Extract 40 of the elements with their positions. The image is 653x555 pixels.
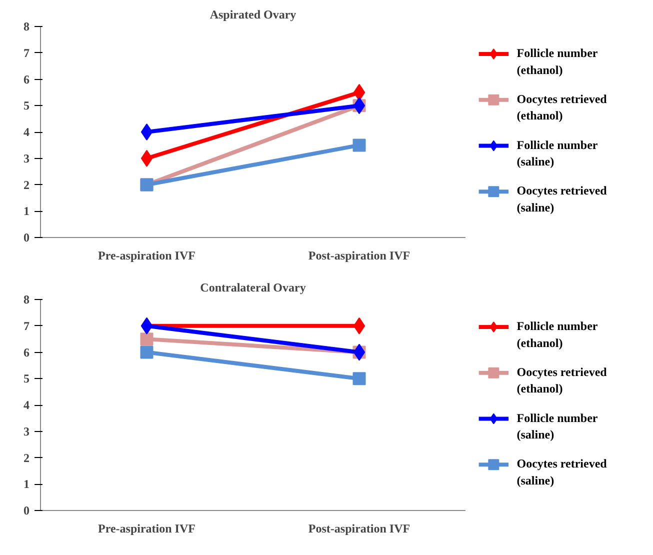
y-tick-label: 2 [24, 178, 30, 192]
point [352, 138, 366, 152]
y-tick-label: 2 [24, 450, 30, 465]
y-tick-label: 1 [24, 204, 30, 218]
legend-label: Follicle number (ethanol) [516, 319, 598, 350]
y-tick-label: 3 [24, 151, 30, 166]
y-tick-label: 6 [24, 72, 30, 86]
legend-label: Oocytes retrieved (ethanol) [516, 92, 608, 123]
chart-title: Aspirated Ovary [210, 8, 296, 22]
legend-label: Follicle number (ethanol) [516, 46, 598, 77]
legend-label: Oocytes retrieved (saline) [516, 456, 608, 488]
legend-label: Oocytes retrieved (ethanol) [516, 364, 608, 396]
legend-label: Oocytes retrieved (saline) [516, 184, 608, 214]
chart-title: Contralateral Ovary [200, 280, 306, 294]
y-tick-label: 0 [24, 504, 30, 518]
y-tick-label: 5 [24, 372, 30, 386]
x-tick-label: Pre-aspiration IVF [98, 248, 196, 262]
point [140, 346, 154, 359]
point [353, 317, 366, 334]
y-tick-label: 3 [24, 424, 30, 438]
point [353, 84, 366, 101]
y-tick-label: 8 [24, 20, 30, 34]
y-tick-label: 6 [24, 345, 30, 360]
point [140, 332, 154, 346]
x-tick-label: Post-aspiration IVF [308, 248, 410, 262]
y-tick-label: 4 [24, 125, 30, 139]
x-tick-label: Pre-aspiration IVF [98, 522, 196, 536]
y-tick-label: 4 [24, 398, 30, 412]
x-tick-label: Post-aspiration IVF [308, 522, 410, 536]
point [352, 372, 366, 386]
y-tick-label: 7 [24, 318, 30, 333]
y-tick-label: 0 [24, 230, 30, 244]
point [140, 150, 153, 167]
legend-label: Follicle number (saline) [516, 410, 598, 442]
y-tick-label: 1 [24, 477, 30, 492]
legend-label: Follicle number (saline) [516, 138, 598, 169]
y-tick-label: 7 [24, 46, 30, 60]
y-tick-label: 5 [24, 98, 30, 113]
point [140, 124, 153, 140]
y-tick-label: 8 [24, 292, 30, 306]
